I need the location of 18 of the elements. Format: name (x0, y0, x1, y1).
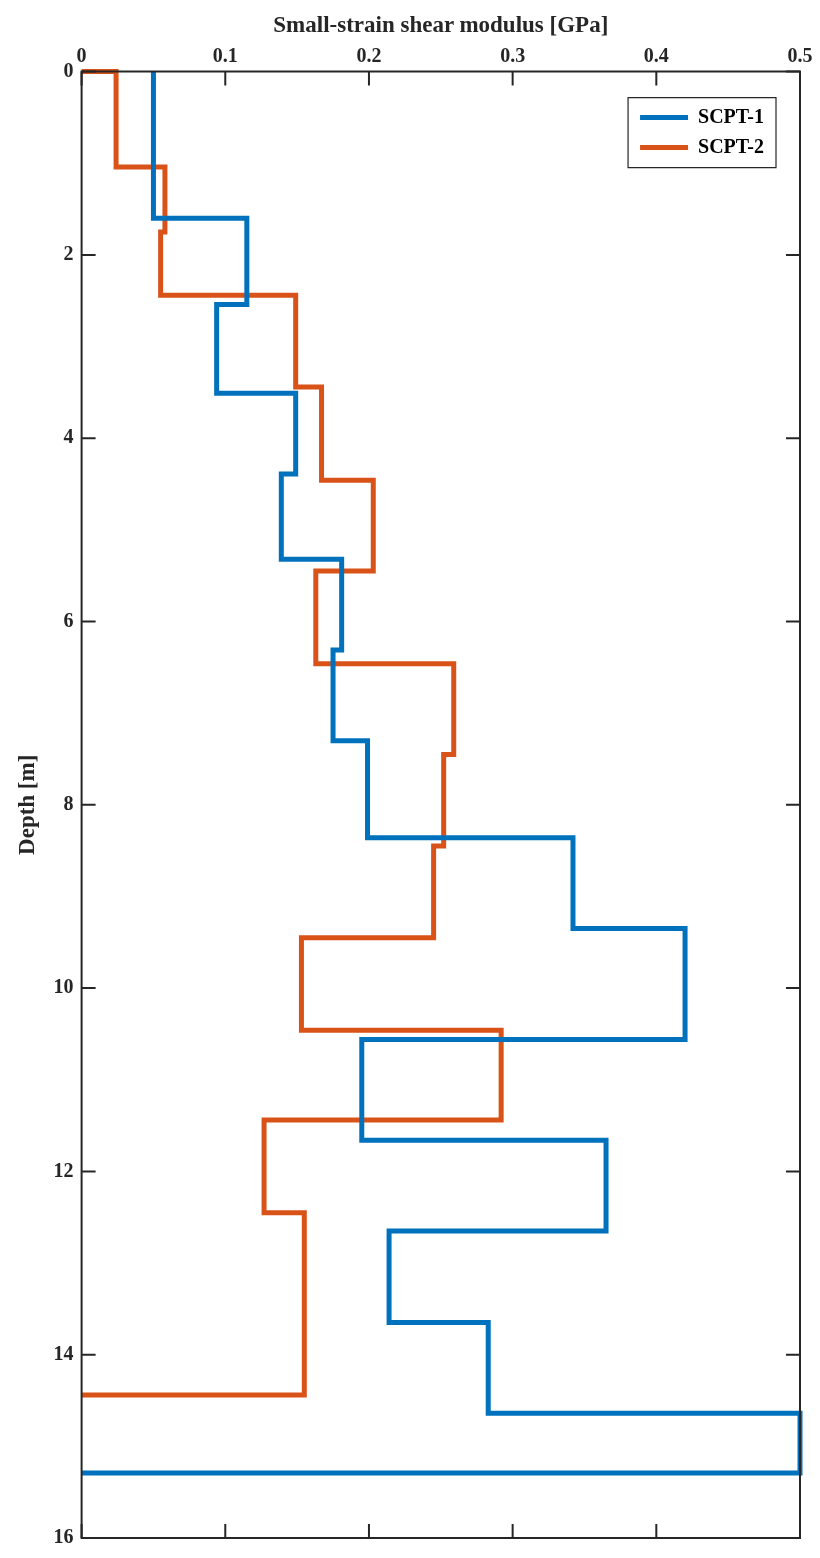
x-tick-label: 0.1 (212, 43, 238, 66)
x-tick-label: 0.3 (500, 43, 526, 66)
y-tick-label: 12 (53, 1158, 74, 1181)
x-axis-title: Small-strain shear modulus [GPa] (273, 11, 609, 37)
y-tick-label: 8 (63, 791, 74, 814)
legend-label: SCPT-1 (698, 104, 765, 127)
legend-label: SCPT-2 (698, 134, 765, 157)
y-tick-label: 10 (53, 975, 74, 998)
y-tick-label: 14 (53, 1341, 74, 1364)
x-tick-label: 0.2 (356, 43, 382, 66)
x-tick-label: 0.4 (643, 43, 669, 66)
y-tick-label: 2 (63, 242, 74, 265)
x-tick-label: 0.5 (787, 43, 813, 66)
y-tick-label: 6 (63, 608, 74, 631)
y-tick-label: 0 (63, 58, 74, 81)
y-tick-label: 16 (53, 1525, 74, 1548)
y-tick-label: 4 (63, 425, 74, 448)
y-axis-title: Depth [m] (13, 754, 39, 855)
